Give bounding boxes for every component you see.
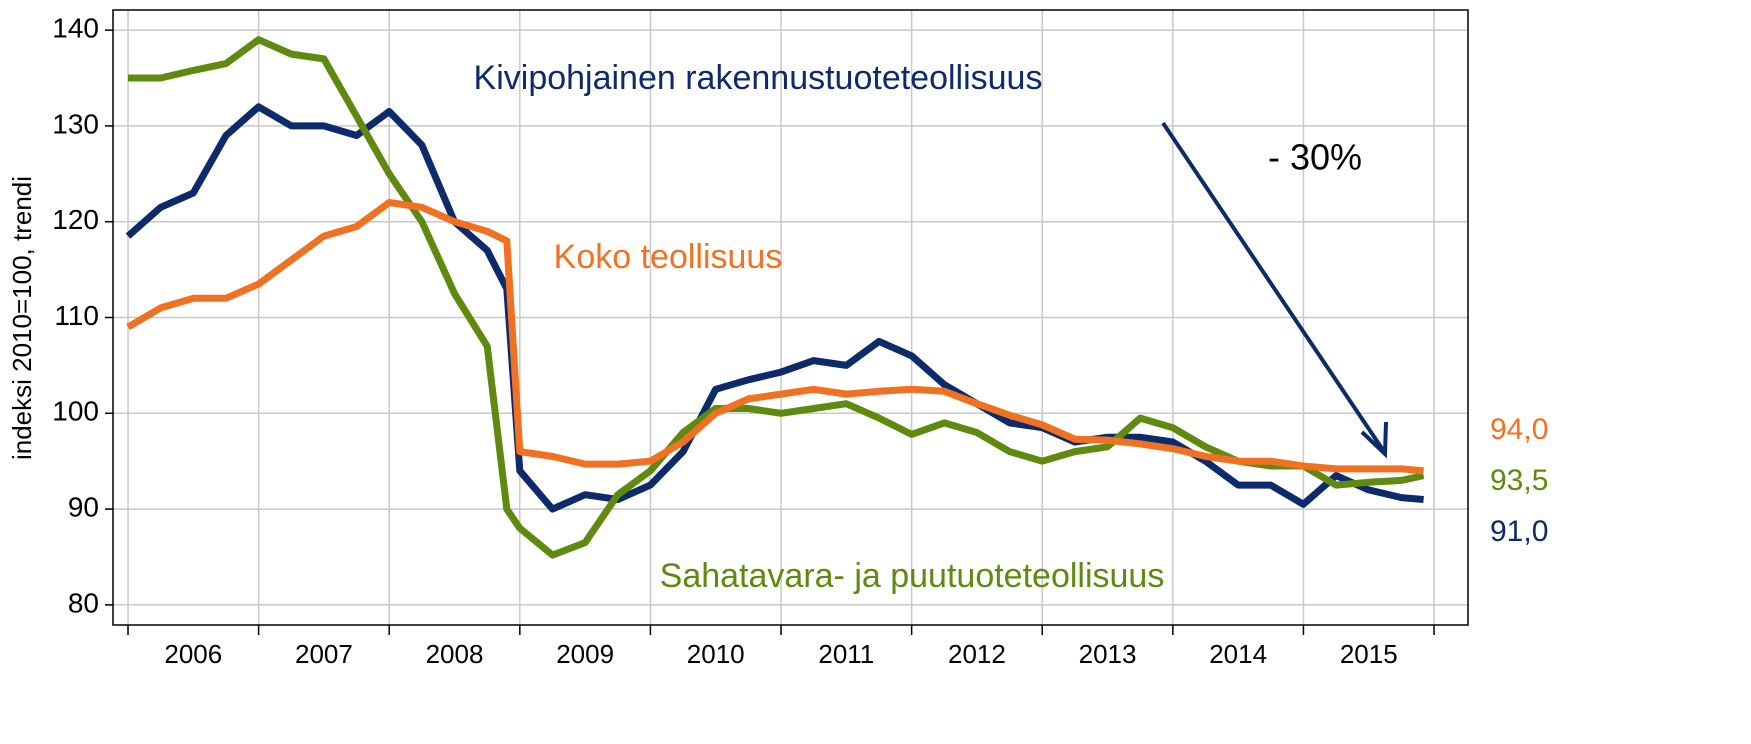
arrow (1161, 121, 1388, 459)
y-tick-label: 110 (54, 300, 99, 331)
plot-border (112, 9, 1469, 626)
end-label: 93,5 (1490, 464, 1548, 497)
y-tick-label: 80 (68, 587, 99, 618)
y-tick-label: 130 (52, 108, 99, 139)
x-tick-label: 2012 (948, 639, 1006, 669)
series-name: Koko teollisuus (554, 238, 783, 276)
x-tick-label: 2014 (1209, 639, 1267, 669)
arrow-head (1360, 421, 1388, 459)
annotation: - 30% (1268, 137, 1362, 178)
arrow-line (1161, 121, 1385, 452)
end-label: 94,0 (1490, 413, 1548, 446)
x-tick-label: 2009 (556, 639, 614, 669)
x-tick-label: 2011 (818, 639, 874, 669)
series-line (128, 36, 1425, 559)
x-tick-label: 2013 (1079, 639, 1137, 669)
x-tick-label: 2015 (1340, 639, 1398, 669)
y-tick-label: 140 (52, 13, 99, 44)
series-line (126, 199, 1424, 475)
y-tick-label: 120 (52, 204, 99, 235)
x-tick-label: 2007 (295, 639, 353, 669)
plot: 80 90 100 110 120 130 140 2006 2007 2008 2009 2010 2… (52, 9, 1548, 669)
series-name: Sahatavara- ja puutuoteteollisuus (660, 557, 1165, 595)
y-tick-label: 90 (68, 491, 99, 522)
x-tick-label: 2006 (164, 639, 222, 669)
x-tick-label: 2008 (426, 639, 484, 669)
y-tick-label: 100 (52, 396, 99, 427)
y-axis-label: indeksi 2010=100, trendi (7, 176, 37, 460)
x-tick-label: 2010 (687, 639, 745, 669)
end-label: 91,0 (1490, 515, 1548, 548)
series-line (125, 103, 1424, 513)
series-name: Kivipohjainen rakennustuoteteollisuus (474, 59, 1043, 97)
